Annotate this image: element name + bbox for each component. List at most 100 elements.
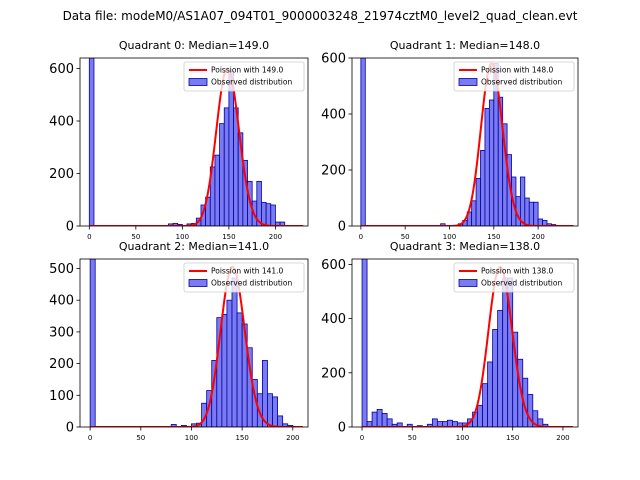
legend-patch-swatch bbox=[458, 78, 478, 86]
histogram-bar bbox=[475, 177, 481, 226]
histogram-bar bbox=[223, 107, 230, 226]
quadrant-3-title: Quadrant 3: Median=138.0 bbox=[390, 240, 540, 253]
x-tick-label: 150 bbox=[487, 233, 500, 241]
legend-box bbox=[453, 61, 575, 92]
figure-title: Data file: modeM0/AS1A07_094T01_90000032… bbox=[63, 9, 578, 23]
histogram-bar bbox=[537, 418, 544, 427]
y-tick-label: 200 bbox=[321, 164, 346, 179]
histogram-bar bbox=[221, 314, 228, 427]
x-tick-label: 0 bbox=[360, 434, 364, 442]
histogram-bar bbox=[386, 418, 393, 427]
histogram-bar bbox=[236, 312, 243, 427]
quadrant-2-title: Quadrant 2: Median=141.0 bbox=[119, 240, 269, 253]
y-tick-label: 200 bbox=[49, 357, 74, 372]
y-tick-label: 400 bbox=[49, 294, 74, 309]
legend-label: Observed distribution bbox=[481, 78, 562, 87]
quadrant-2-chart: Quadrant 2: Median=141.0 0 50 100 150 200 0 100… bbox=[49, 240, 309, 442]
histogram-bar bbox=[371, 411, 378, 427]
histogram-bar bbox=[487, 361, 494, 427]
y-tick-label: 0 bbox=[338, 421, 346, 436]
histogram-bar bbox=[524, 197, 530, 226]
y-tick-label: 400 bbox=[321, 312, 346, 327]
x-tick-label: 0 bbox=[88, 434, 92, 442]
quadrant-3-chart: Quadrant 3: Median=138.0 0 50 100 150 200 0 200… bbox=[321, 240, 579, 442]
histogram-bar bbox=[267, 393, 273, 427]
x-tick-label: 100 bbox=[443, 233, 456, 241]
x-tick-label: 100 bbox=[456, 434, 469, 442]
y-tick-label: 200 bbox=[49, 167, 74, 182]
quadrant-0-chart: Quadrant 0: Median=149.0 0 50 100 150 200 0 200… bbox=[49, 39, 309, 241]
x-tick-label: 150 bbox=[222, 233, 235, 241]
histogram-bar bbox=[228, 70, 234, 226]
y-tick-label: 600 bbox=[321, 52, 346, 67]
x-tick-label: 200 bbox=[286, 434, 299, 442]
y-tick-label: 0 bbox=[66, 220, 74, 235]
histogram-bar bbox=[502, 277, 509, 427]
histogram-bar bbox=[533, 201, 539, 226]
x-tick-label: 200 bbox=[269, 233, 282, 241]
histogram-bar bbox=[381, 413, 388, 427]
histogram-bar bbox=[277, 415, 284, 427]
legend-label: Poission with 138.0 bbox=[481, 267, 554, 276]
histogram-bar bbox=[270, 204, 276, 226]
legend-label: Poission with 149.0 bbox=[211, 66, 284, 75]
histogram-bar bbox=[360, 58, 366, 226]
histogram-bar bbox=[480, 149, 486, 226]
histogram-bar bbox=[231, 277, 238, 427]
x-tick-label: 50 bbox=[408, 434, 417, 442]
legend-patch-swatch bbox=[458, 279, 478, 287]
histogram-bar bbox=[226, 299, 233, 427]
quadrant-1-title: Quadrant 1: Median=148.0 bbox=[390, 39, 540, 52]
quadrant-3-plot-area bbox=[361, 259, 573, 427]
histogram-bar bbox=[214, 154, 220, 226]
quadrant-0-axes-frame bbox=[79, 57, 309, 227]
quadrant-3-axes-frame bbox=[351, 258, 579, 428]
x-tick-label: 100 bbox=[176, 233, 189, 241]
histogram-bar bbox=[497, 310, 504, 427]
histogram-bar bbox=[477, 404, 483, 427]
histogram-bar bbox=[261, 360, 268, 427]
quadrant-3-legend: Poission with 138.0 Observed distribution bbox=[453, 262, 575, 293]
histogram-bar bbox=[261, 201, 267, 226]
histogram-bar bbox=[537, 218, 543, 226]
legend-patch-swatch bbox=[188, 279, 208, 287]
histogram-bar bbox=[528, 201, 535, 226]
quadrant-0-plot-area bbox=[88, 58, 304, 226]
poisson-curve bbox=[89, 67, 304, 226]
histogram-bar bbox=[279, 221, 286, 226]
quadrant-1-chart: Quadrant 1: Median=148.0 0 50 100 150 200 0 200… bbox=[321, 39, 579, 241]
quadrant-1-plot-area bbox=[360, 58, 574, 226]
quadrant-0-legend: Poission with 149.0 Observed distribution bbox=[183, 61, 305, 92]
histogram-bar bbox=[89, 259, 96, 427]
y-tick-label: 600 bbox=[49, 62, 74, 77]
histogram-bar bbox=[447, 419, 453, 427]
poisson-curve bbox=[90, 265, 303, 427]
quadrant-2-legend: Poission with 141.0 Observed distribution bbox=[183, 262, 305, 293]
histogram-bar bbox=[376, 408, 383, 427]
quadrant-2-axes-frame bbox=[79, 258, 309, 428]
x-tick-label: 100 bbox=[185, 434, 198, 442]
histogram-bar bbox=[272, 396, 278, 427]
x-tick-label: 150 bbox=[506, 434, 519, 442]
y-tick-label: 400 bbox=[321, 108, 346, 123]
legend-box bbox=[183, 262, 305, 293]
legend-label: Observed distribution bbox=[211, 78, 292, 87]
legend-label: Poission with 141.0 bbox=[211, 267, 284, 276]
legend-label: Poission with 148.0 bbox=[481, 66, 554, 75]
x-tick-label: 50 bbox=[131, 233, 140, 241]
histogram-bar bbox=[361, 259, 368, 427]
histogram-bar bbox=[488, 99, 495, 226]
x-tick-label: 50 bbox=[401, 233, 410, 241]
x-tick-label: 200 bbox=[531, 233, 544, 241]
y-tick-label: 100 bbox=[49, 389, 74, 404]
legend-label: Observed distribution bbox=[211, 279, 292, 288]
y-tick-label: 0 bbox=[338, 220, 346, 235]
y-tick-label: 600 bbox=[321, 258, 346, 273]
x-tick-label: 150 bbox=[235, 434, 248, 442]
legend-label: Observed distribution bbox=[481, 279, 562, 288]
y-tick-label: 200 bbox=[321, 366, 346, 381]
histogram-bar bbox=[265, 203, 272, 226]
histogram-bar bbox=[484, 108, 490, 226]
x-tick-label: 50 bbox=[136, 434, 145, 442]
